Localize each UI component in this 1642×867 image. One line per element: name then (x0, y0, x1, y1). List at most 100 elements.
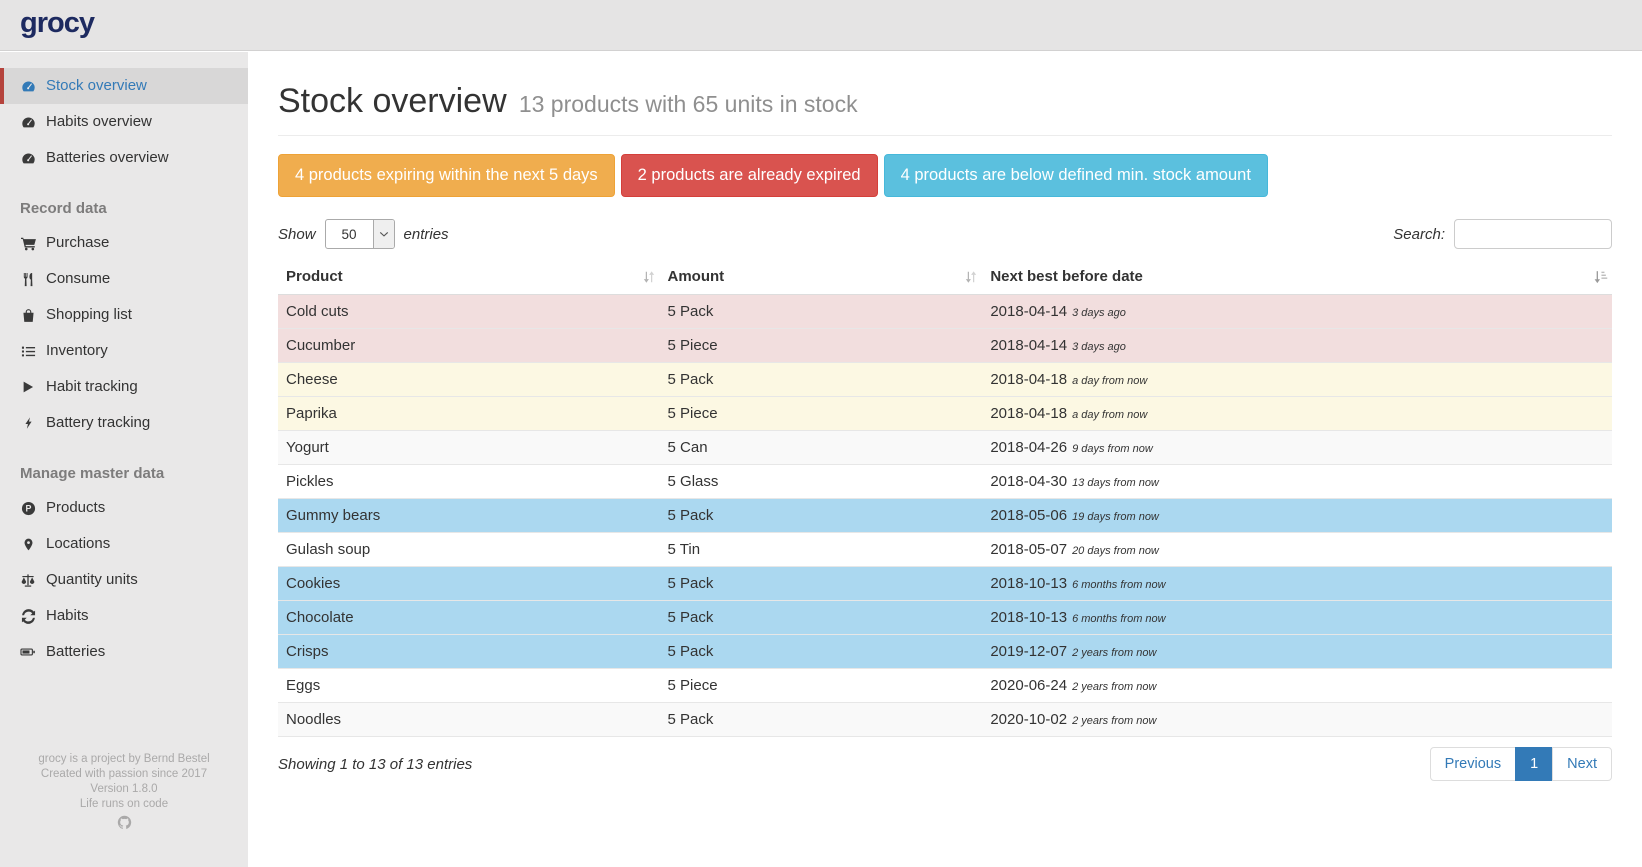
sidebar-item-batteries-overview[interactable]: Batteries overview (0, 140, 248, 176)
product-cell: Chocolate (278, 600, 660, 635)
column-header-product[interactable]: Product (278, 259, 660, 295)
sidebar-item-stock-overview[interactable]: Stock overview (0, 68, 248, 104)
product-circle-icon: P (20, 500, 36, 516)
entries-label: entries (403, 225, 449, 243)
product-cell: Crisps (278, 634, 660, 669)
sidebar-item-products[interactable]: P Products (0, 490, 248, 526)
amount-cell: 5 Pack (659, 634, 983, 669)
sidebar-item-label: Consume (46, 270, 111, 287)
sort-asc-icon (1593, 269, 1608, 284)
table-footer: Showing 1 to 13 of 13 entries Previous 1 N… (278, 747, 1612, 781)
relative-date-label: 9 days from now (1072, 443, 1153, 455)
main-content: Stock overview 13 products with 65 units… (248, 52, 1642, 867)
balance-scale-icon (20, 572, 36, 588)
relative-date-label: 2 years from now (1072, 715, 1157, 727)
table-row: Eggs 5 Piece 2020-06-24 2 years from now (278, 668, 1612, 703)
sidebar-item-habits[interactable]: Habits (0, 598, 248, 634)
sidebar-item-label: Stock overview (46, 77, 147, 94)
product-cell: Cucumber (278, 328, 660, 363)
play-icon (20, 379, 36, 395)
amount-cell: 5 Pack (659, 362, 983, 397)
stock-table-body: Cold cuts 5 Pack 2018-04-14 3 days ago Cu… (278, 294, 1612, 737)
grocy-logo[interactable]: grocy (20, 7, 95, 39)
expiring-alert-button[interactable]: 4 products expiring within the next 5 da… (278, 154, 615, 197)
utensils-icon (20, 271, 36, 287)
date-cell: 2018-05-06 19 days from now (982, 498, 1612, 533)
sidebar-item-inventory[interactable]: Inventory (0, 333, 248, 369)
table-row: Pickles 5 Glass 2018-04-30 13 days from n… (278, 464, 1612, 499)
amount-cell: 5 Pack (659, 566, 983, 601)
date-cell: 2019-12-07 2 years from now (982, 634, 1612, 669)
sidebar-section-header: Record data (20, 200, 107, 217)
page-button-1[interactable]: 1 (1515, 747, 1554, 781)
date-cell: 2020-10-02 2 years from now (982, 702, 1612, 737)
sidebar-item-purchase[interactable]: Purchase (0, 225, 248, 261)
amount-cell: 5 Piece (659, 668, 983, 703)
page-size-control: Show 50 entries (278, 219, 449, 249)
table-row: Paprika 5 Piece 2018-04-18 a day from now (278, 396, 1612, 431)
sidebar-item-label: Batteries overview (46, 149, 169, 166)
amount-cell: 5 Pack (659, 702, 983, 737)
sidebar-item-habits-overview[interactable]: Habits overview (0, 104, 248, 140)
sidebar-footer-line: Life runs on code (79, 798, 169, 810)
relative-date-label: 20 days from now (1072, 545, 1159, 557)
sidebar-item-consume[interactable]: Consume (0, 261, 248, 297)
sidebar-item-quantity-units[interactable]: Quantity units (0, 562, 248, 598)
sidebar-item-shopping-list[interactable]: Shopping list (0, 297, 248, 333)
date-cell: 2018-04-14 3 days ago (982, 294, 1612, 329)
tachometer-icon (20, 114, 36, 130)
stock-alerts: 4 products expiring within the next 5 da… (278, 154, 1612, 197)
sidebar-item-label: Battery tracking (46, 414, 151, 431)
entries-summary: Showing 1 to 13 of 13 entries (278, 755, 473, 773)
table-controls: Show 50 entries Search: (278, 219, 1612, 249)
table-row: Cold cuts 5 Pack 2018-04-14 3 days ago (278, 294, 1612, 329)
sidebar-item-label: Locations (46, 535, 111, 552)
amount-cell: 5 Can (659, 430, 983, 465)
sidebar-item-battery-tracking[interactable]: Battery tracking (0, 405, 248, 441)
product-cell: Gulash soup (278, 532, 660, 567)
table-row: Crisps 5 Pack 2019-12-07 2 years from now (278, 634, 1612, 669)
bolt-icon (20, 415, 36, 431)
column-header-next-best-before-date[interactable]: Next best before date (982, 259, 1612, 295)
relative-date-label: 6 months from now (1072, 579, 1166, 591)
product-cell: Pickles (278, 464, 660, 499)
amount-cell: 5 Pack (659, 498, 983, 533)
sidebar-item-habit-tracking[interactable]: Habit tracking (0, 369, 248, 405)
below-min-alert-button[interactable]: 4 products are below defined min. stock … (883, 154, 1268, 197)
relative-date-label: 13 days from now (1072, 477, 1159, 489)
tachometer-icon (20, 78, 36, 94)
expired-alert-button[interactable]: 2 products are already expired (620, 154, 878, 197)
refresh-icon (20, 608, 36, 624)
search-input[interactable] (1454, 219, 1612, 249)
column-header-amount[interactable]: Amount (659, 259, 983, 295)
stock-table: Product Amount Next best before date (278, 259, 1612, 737)
table-row: Yogurt 5 Can 2018-04-26 9 days from now (278, 430, 1612, 465)
product-cell: Noodles (278, 702, 660, 737)
top-header-bar: grocy (0, 0, 1642, 51)
amount-cell: 5 Pack (659, 600, 983, 635)
sidebar-item-label: Habits overview (46, 113, 152, 130)
date-cell: 2018-04-18 a day from now (982, 362, 1612, 397)
product-cell: Gummy bears (278, 498, 660, 533)
sidebar-item-label: Inventory (46, 342, 108, 359)
sidebar-footer-line: Created with passion since 2017 (40, 768, 208, 780)
date-cell: 2018-05-07 20 days from now (982, 532, 1612, 567)
amount-cell: 5 Piece (659, 396, 983, 431)
page-button-previous[interactable]: Previous (1429, 747, 1517, 781)
github-icon[interactable] (117, 815, 132, 830)
amount-cell: 5 Tin (659, 532, 983, 567)
sidebar-item-label: Habit tracking (46, 378, 138, 395)
svg-text:P: P (25, 503, 31, 513)
page-head: Stock overview 13 products with 65 units… (278, 82, 1612, 121)
sidebar-item-label: Shopping list (46, 306, 132, 323)
sidebar-item-batteries[interactable]: Batteries (0, 634, 248, 670)
table-header-row: Product Amount Next best before date (278, 259, 1612, 295)
sidebar-footer-line: grocy is a project by Bernd Bestel (38, 753, 210, 765)
date-cell: 2018-04-26 9 days from now (982, 430, 1612, 465)
amount-cell: 5 Pack (659, 294, 983, 329)
page-size-select[interactable]: 50 (324, 219, 395, 249)
sidebar-item-locations[interactable]: Locations (0, 526, 248, 562)
tachometer-icon (20, 150, 36, 166)
relative-date-label: 6 months from now (1072, 613, 1166, 625)
page-button-next[interactable]: Next (1552, 747, 1612, 781)
